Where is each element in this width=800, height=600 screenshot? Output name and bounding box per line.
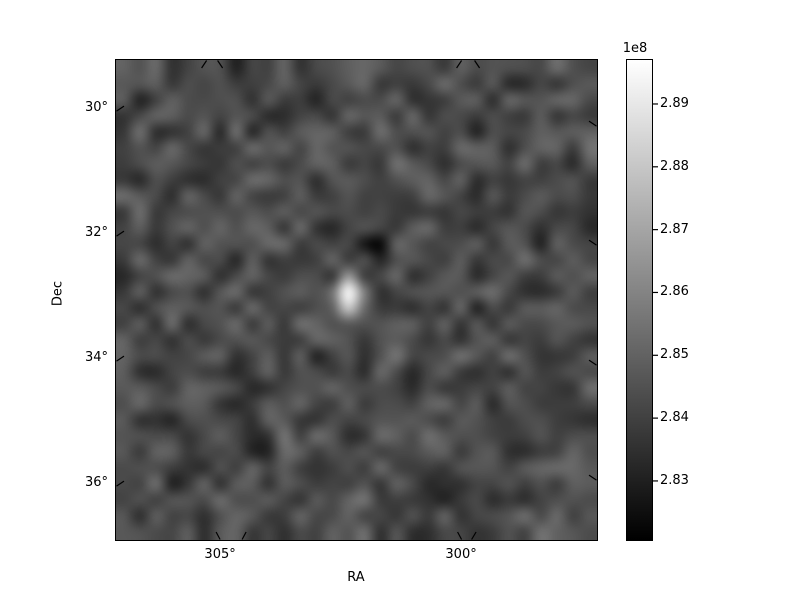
y-tick-label: 30°: [84, 100, 108, 116]
colorbar-tick-label: 2.89: [660, 95, 689, 111]
x-tick-label: 300°: [445, 547, 477, 562]
y-tick-label: 36°: [84, 475, 108, 491]
y-tick-label: 32°: [84, 225, 108, 241]
colorbar-tick-label: 2.83: [660, 472, 689, 488]
x-tick-label: 305°: [204, 547, 236, 562]
colorbar-offset-label: 1e8: [622, 41, 648, 56]
colorbar-tick-label: 2.88: [660, 158, 689, 174]
colorbar: [626, 59, 653, 541]
colorbar-tick-label: 2.85: [660, 347, 689, 363]
colorbar-tick-label: 2.87: [660, 221, 689, 237]
colorbar-tick-label: 2.86: [660, 284, 689, 300]
colorbar-tick-label: 2.84: [660, 410, 689, 426]
y-tick-label: 34°: [84, 350, 108, 366]
x-axis-label: RA: [347, 570, 365, 585]
y-axis-label: Dec: [50, 280, 66, 307]
heatmap-image: [116, 60, 597, 540]
colorbar-gradient: [627, 60, 652, 540]
plot-area: [115, 59, 598, 541]
